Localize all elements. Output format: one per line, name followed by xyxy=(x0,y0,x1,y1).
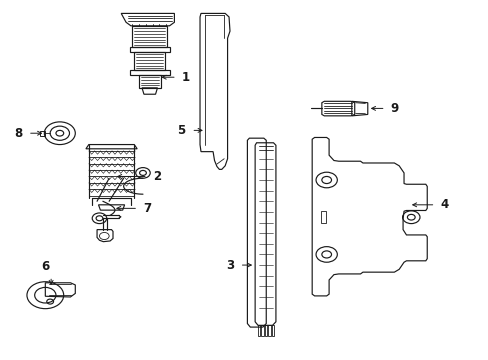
Text: 8: 8 xyxy=(14,127,22,140)
Bar xyxy=(267,325,270,336)
Bar xyxy=(261,325,264,336)
Text: 2: 2 xyxy=(152,170,161,183)
Text: 3: 3 xyxy=(225,258,233,271)
Text: 1: 1 xyxy=(181,71,189,84)
Text: 9: 9 xyxy=(390,102,398,115)
Text: 5: 5 xyxy=(177,124,185,137)
Bar xyxy=(271,325,273,336)
Text: 6: 6 xyxy=(41,260,49,273)
Text: 7: 7 xyxy=(142,202,151,215)
Text: 4: 4 xyxy=(439,198,447,211)
Bar xyxy=(320,211,325,222)
Bar xyxy=(41,131,45,136)
Bar xyxy=(258,325,260,336)
Bar xyxy=(264,325,266,336)
